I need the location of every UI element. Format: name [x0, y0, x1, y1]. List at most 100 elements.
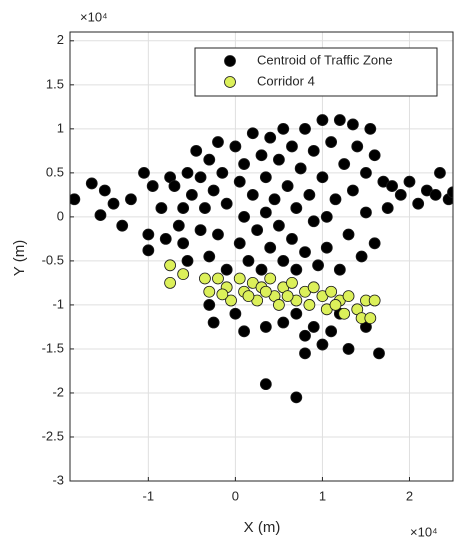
point	[321, 242, 332, 253]
point	[230, 308, 241, 319]
point	[234, 176, 245, 187]
point	[95, 210, 106, 221]
point	[182, 255, 193, 266]
point	[395, 189, 406, 200]
point	[300, 123, 311, 134]
point	[413, 198, 424, 209]
point	[347, 185, 358, 196]
point	[212, 273, 223, 284]
point	[313, 260, 324, 271]
y-tick-label: 1.5	[46, 76, 64, 91]
point	[204, 286, 215, 297]
point	[278, 317, 289, 328]
point	[317, 172, 328, 183]
point	[191, 145, 202, 156]
point	[260, 207, 271, 218]
point	[273, 154, 284, 165]
point	[387, 181, 398, 192]
point	[365, 123, 376, 134]
point	[160, 233, 171, 244]
y-tick-label: -1	[52, 296, 64, 311]
point	[108, 198, 119, 209]
x-multiplier: ×10⁴	[410, 524, 438, 539]
point	[217, 167, 228, 178]
point	[143, 229, 154, 240]
y-tick-label: -2.5	[42, 428, 64, 443]
point	[369, 238, 380, 249]
point	[247, 128, 258, 139]
point	[69, 194, 80, 205]
point	[282, 181, 293, 192]
point	[269, 194, 280, 205]
point	[256, 150, 267, 161]
point	[304, 189, 315, 200]
point	[334, 264, 345, 275]
point	[404, 176, 415, 187]
legend-marker	[225, 77, 236, 88]
point	[217, 289, 228, 300]
x-label: X (m)	[244, 519, 281, 536]
point	[374, 348, 385, 359]
y-tick-label: -1.5	[42, 340, 64, 355]
point	[321, 211, 332, 222]
point	[365, 313, 376, 324]
point	[448, 187, 455, 198]
y-label: Y (m)	[11, 240, 28, 276]
point	[308, 145, 319, 156]
point	[265, 242, 276, 253]
point	[182, 167, 193, 178]
point	[339, 159, 350, 170]
y-multiplier: ×10⁴	[80, 9, 108, 24]
point	[330, 299, 341, 310]
x-tick-label: 0	[232, 488, 239, 503]
legend-marker	[225, 56, 236, 67]
point	[369, 150, 380, 161]
point	[117, 220, 128, 231]
point	[291, 308, 302, 319]
point	[125, 194, 136, 205]
point	[326, 137, 337, 148]
x-tick-label: 1	[319, 488, 326, 503]
point	[273, 220, 284, 231]
point	[173, 220, 184, 231]
point	[291, 264, 302, 275]
point	[243, 291, 254, 302]
point	[186, 189, 197, 200]
y-tick-label: 0	[57, 208, 64, 223]
point	[260, 379, 271, 390]
plot-area	[70, 32, 453, 481]
point	[178, 238, 189, 249]
point	[208, 185, 219, 196]
y-tick-label: 2	[57, 32, 64, 47]
point	[352, 141, 363, 152]
y-tick-label: -0.5	[42, 252, 64, 267]
point	[278, 123, 289, 134]
point	[204, 251, 215, 262]
point	[230, 141, 241, 152]
point	[99, 185, 110, 196]
point	[291, 392, 302, 403]
point	[265, 132, 276, 143]
point	[343, 343, 354, 354]
point	[382, 203, 393, 214]
point	[138, 167, 149, 178]
point	[317, 339, 328, 350]
y-tick-label: -3	[52, 472, 64, 487]
point	[260, 286, 271, 297]
x-tick-label: -1	[143, 488, 155, 503]
point	[256, 264, 267, 275]
x-tick-label: 2	[406, 488, 413, 503]
point	[343, 229, 354, 240]
point	[339, 308, 350, 319]
point	[326, 326, 337, 337]
point	[221, 264, 232, 275]
point	[278, 255, 289, 266]
point	[208, 317, 219, 328]
point	[156, 203, 167, 214]
point	[86, 178, 97, 189]
point	[356, 251, 367, 262]
legend-label: Centroid of Traffic Zone	[257, 52, 393, 67]
point	[147, 181, 158, 192]
point	[260, 321, 271, 332]
